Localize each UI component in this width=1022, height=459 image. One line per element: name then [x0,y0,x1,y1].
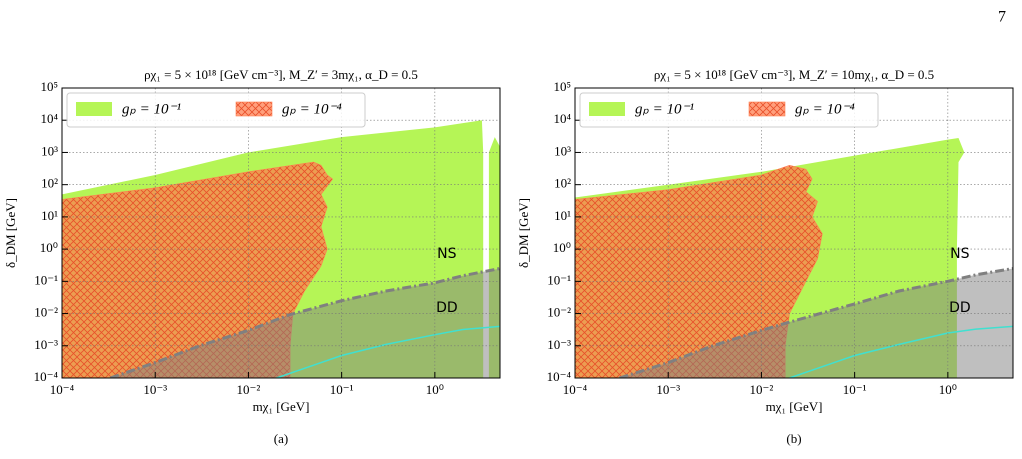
y-tick-label: 10¹ [554,208,571,223]
y-tick-label: 10³ [41,143,58,158]
curve-fill [110,268,500,378]
legend: gₚ = 10⁻¹ gₚ = 10⁻⁴ [579,92,879,128]
legend-swatch-hatch [748,101,786,117]
legend-label: gₚ = 10⁻¹ [635,101,694,117]
y-axis-label: δ_DM [GeV] [3,198,18,268]
x-tick-label: 10⁻⁴ [50,382,75,397]
curve-label: DD [436,300,458,316]
legend-label: gₚ = 10⁻⁴ [282,101,342,117]
legend-box [579,92,879,128]
y-axis-label: δ_DM [GeV] [516,198,531,268]
plot-frame [61,87,501,379]
page-number: 7 [998,9,1006,26]
x-axis-label: mχ₁ [GeV] [253,399,310,414]
y-tick-label: 10² [41,176,58,191]
y-tick-label: 10⁵ [40,79,58,94]
y-tick-label: 10⁻¹ [547,272,571,287]
x-tick-label: 10⁻³ [143,382,167,397]
y-tick-label: 10⁻⁴ [547,369,572,384]
legend-swatch [76,102,112,116]
y-tick-label: 10⁴ [40,111,58,126]
legend-swatch [589,102,625,116]
plot-area [575,138,1013,378]
plot-frame [574,87,1014,379]
curve-fill [619,268,1013,378]
y-tick-label: 10⁵ [553,79,571,94]
y-tick-label: 10⁻² [547,305,571,320]
y-tick-label: 10⁻³ [547,337,571,352]
curve [789,325,1013,378]
curve [109,267,500,378]
y-tick-label: 10⁴ [553,111,571,126]
y-tick-label: 10⁰ [553,240,571,255]
x-tick-label: 10⁻² [237,382,261,397]
subcaption: (b) [786,431,801,446]
y-tick-label: 10² [554,176,571,191]
y-tick-label: 10⁻⁴ [34,369,59,384]
y-tick-label: 10⁻¹ [34,272,58,287]
chart-title: ρχ₁ = 5 × 10¹⁸ [GeV cm⁻³], M_Z′ = 3mχ₁, … [144,67,418,82]
curve-label: NS [950,246,969,262]
y-tick-label: 10⁰ [40,240,58,255]
legend-label: gₚ = 10⁻¹ [122,101,181,117]
curve [619,267,1013,378]
x-tick-label: 10⁻² [750,382,774,397]
y-tick-label: 10³ [554,143,571,158]
x-tick-label: 10⁻⁴ [563,382,588,397]
chart: 10⁻⁴ 10⁻³ 10⁻² 10⁻¹ 10⁰ 10⁻⁴ 10⁻³ 10⁻² 10⁻¹ 10⁰ 10… [516,67,1014,446]
x-axis-label: mχ₁ [GeV] [766,399,823,414]
chart-title: ρχ₁ = 5 × 10¹⁸ [GeV cm⁻³], M_Z′ = 10mχ₁,… [654,67,934,82]
y-tick-label: 10¹ [41,208,58,223]
x-tick-label: 10⁻¹ [330,382,354,397]
curve [276,325,500,378]
x-tick-label: 10⁰ [426,382,444,397]
x-tick-label: 10⁰ [939,382,957,397]
x-tick-label: 10⁻³ [656,382,680,397]
curve-label: NS [437,246,456,262]
chart: 10⁻⁴ 10⁻³ 10⁻² 10⁻¹ 10⁰ 10⁻⁴ 10⁻³ 10⁻² 10⁻¹ 10⁰ 10… [3,67,501,446]
legend-label: gₚ = 10⁻⁴ [795,101,855,117]
curve-label: DD [949,300,971,316]
legend: gₚ = 10⁻¹ gₚ = 10⁻⁴ [66,92,366,128]
x-tick-label: 10⁻¹ [843,382,867,397]
subcaption: (a) [274,431,288,446]
legend-swatch-hatch [235,101,273,117]
legend-box [66,92,366,128]
y-tick-label: 10⁻² [34,305,58,320]
y-tick-label: 10⁻³ [34,337,58,352]
